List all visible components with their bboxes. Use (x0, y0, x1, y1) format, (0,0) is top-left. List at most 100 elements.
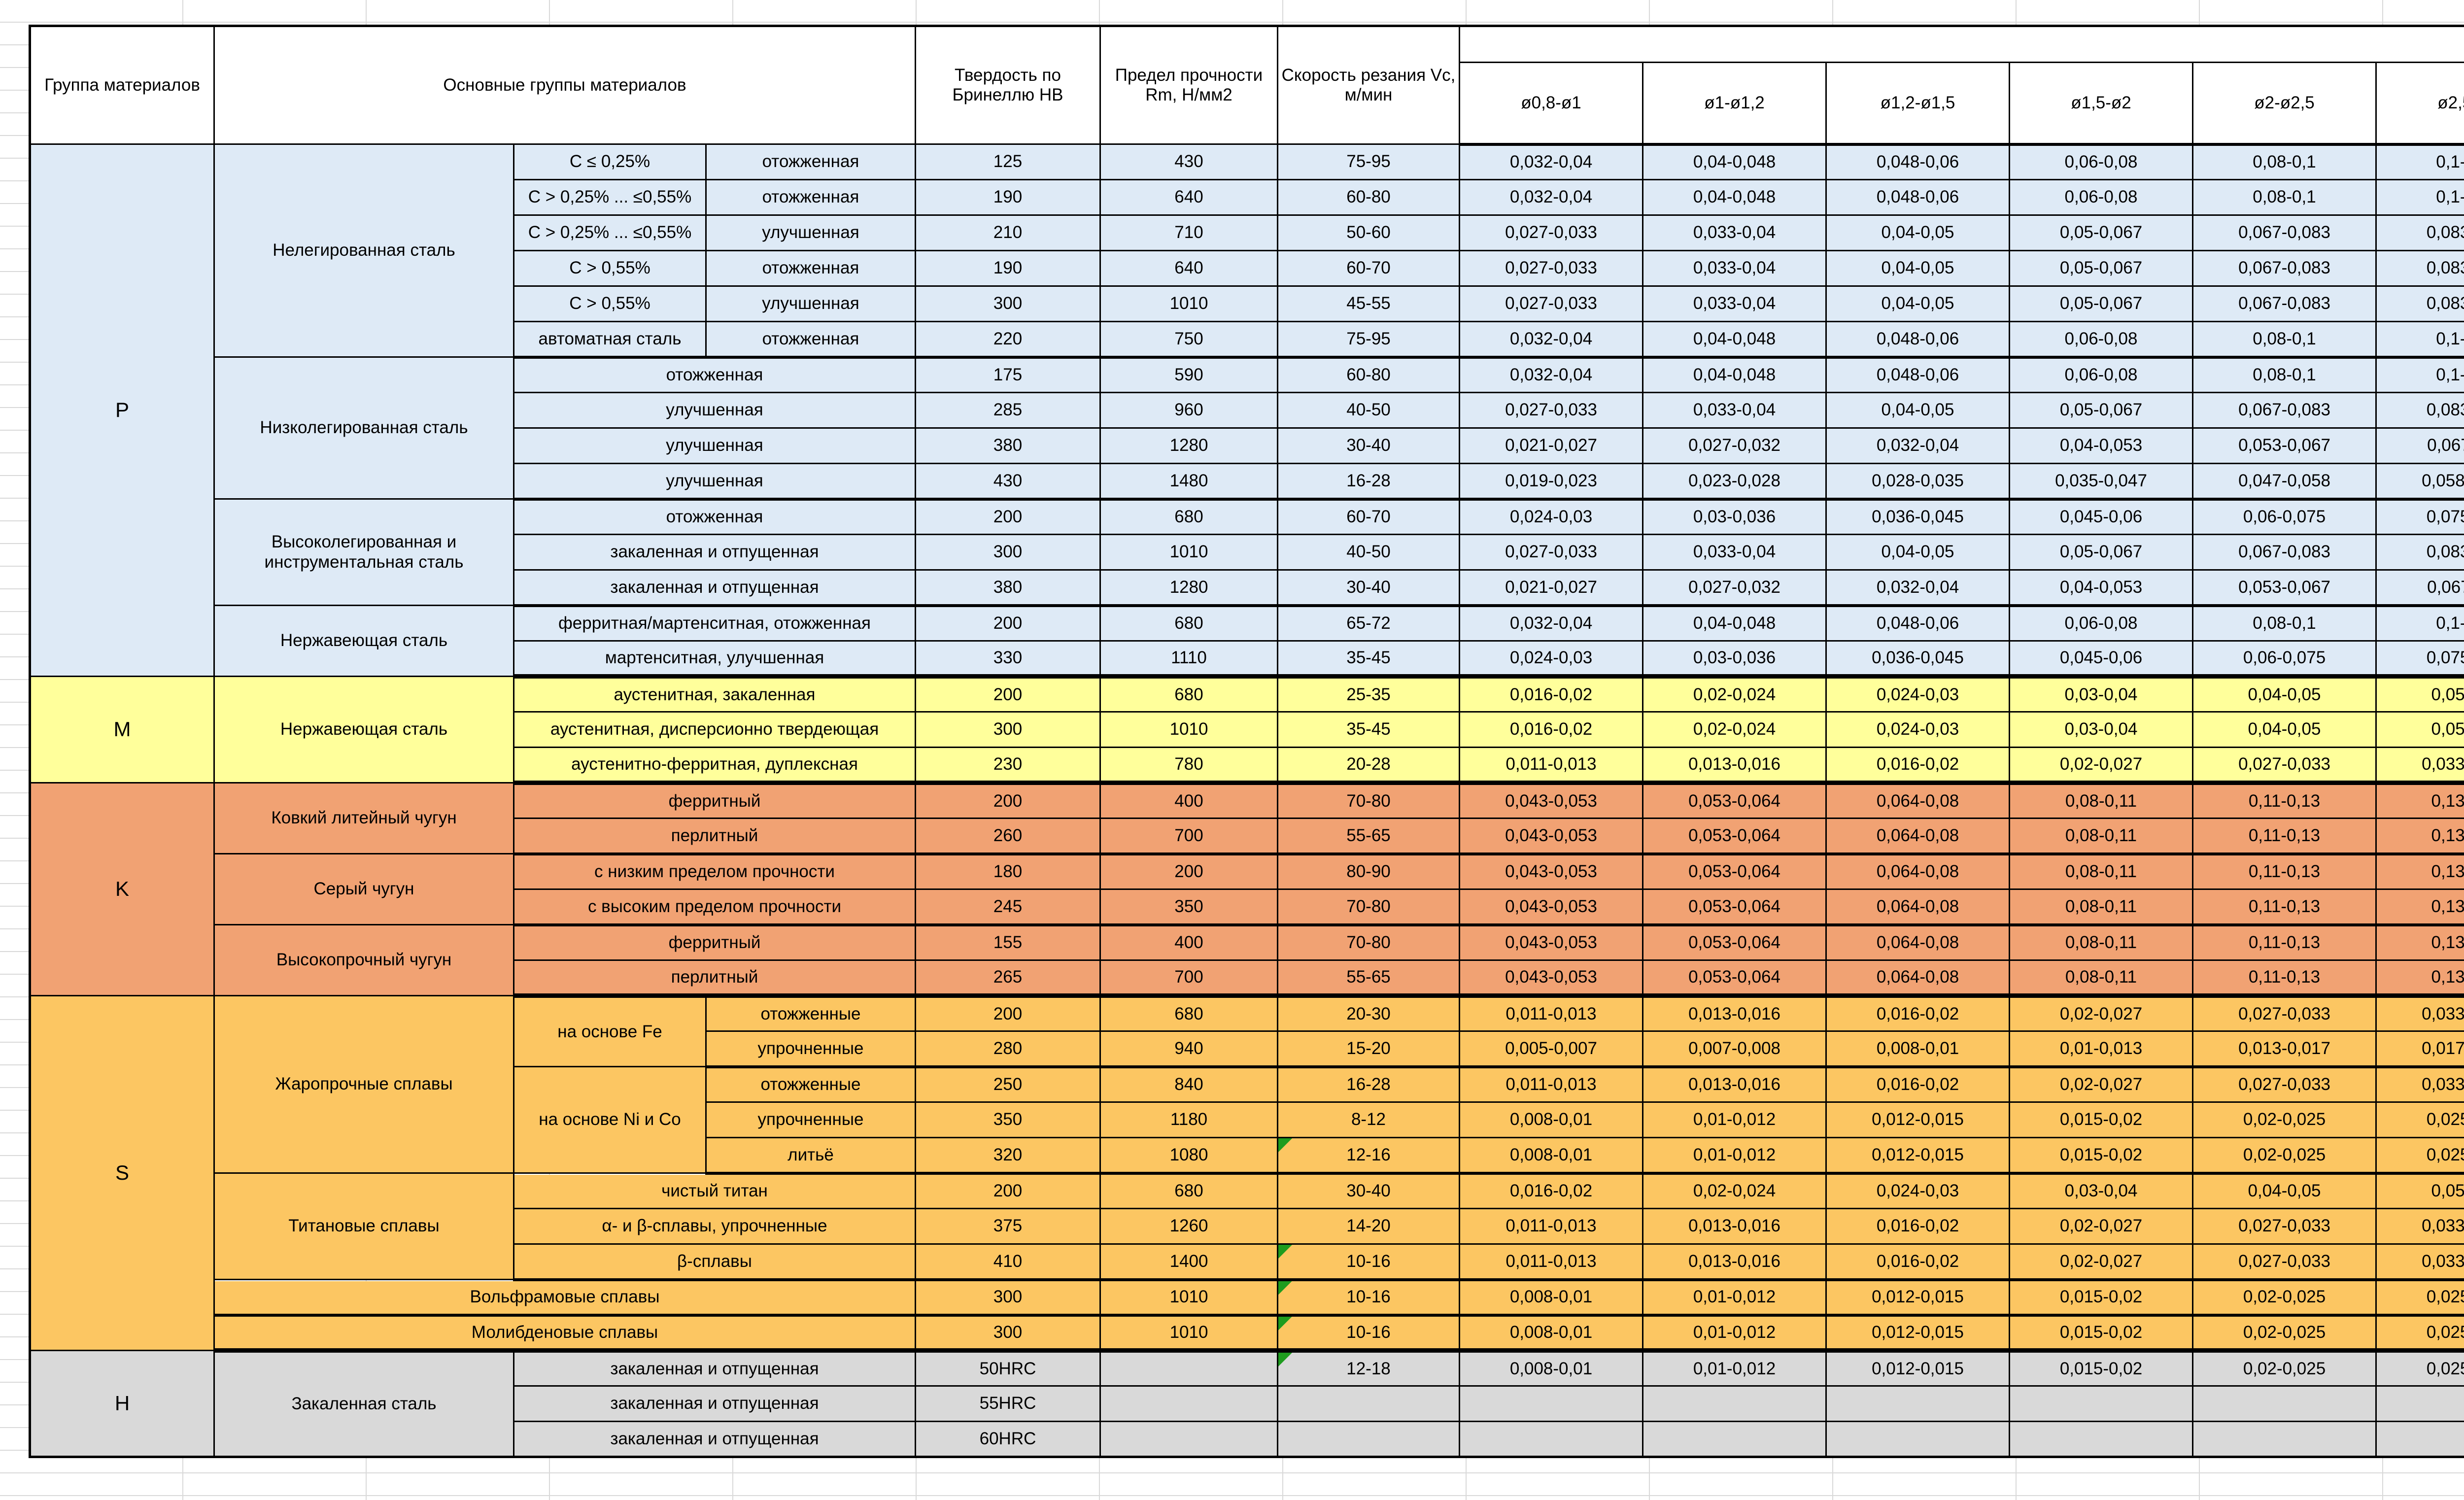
rm-cell[interactable]: 430 (1099, 143, 1278, 180)
rm-cell[interactable]: 640 (1099, 250, 1278, 287)
feed-value-cell[interactable]: 0,02-0,024 (1642, 1172, 1827, 1209)
feed-value-cell[interactable]: 0,016-0,02 (1459, 676, 1643, 713)
rm-cell[interactable]: 700 (1099, 959, 1278, 998)
feed-value-cell[interactable]: 0,04-0,048 (1642, 356, 1827, 393)
group-letter-cell[interactable]: K (29, 782, 215, 996)
feed-value-cell[interactable]: 0,1-0,16 (2375, 179, 2464, 216)
rm-cell[interactable]: 710 (1099, 214, 1278, 251)
state-cell[interactable]: с высоким пределом прочности (513, 888, 916, 926)
state-cell[interactable]: закаленная и отпущенная (513, 1421, 916, 1458)
feed-value-cell[interactable]: 0,027-0,033 (1459, 392, 1643, 429)
hb-cell[interactable]: 430 (915, 463, 1101, 501)
hb-cell[interactable]: 55HRC (915, 1385, 1101, 1422)
hb-cell[interactable]: 190 (915, 250, 1101, 287)
feed-value-cell[interactable]: 0,016-0,02 (1459, 711, 1643, 748)
feed-value-cell[interactable]: 0,04-0,05 (1825, 250, 2010, 287)
rm-cell[interactable]: 1010 (1099, 534, 1278, 571)
state-cell[interactable]: отожженная (513, 498, 916, 535)
feed-value-cell[interactable]: 0,13-0,21 (2375, 782, 2464, 819)
material-group-cell[interactable]: Ковкий литейный чугун (213, 782, 514, 854)
feed-value-cell[interactable]: 0,027-0,033 (1459, 285, 1643, 322)
state-cell[interactable]: закаленная и отпущенная (513, 534, 916, 571)
feed-value-cell[interactable]: 0,067-0,11 (2375, 427, 2464, 464)
column-header-group[interactable]: Группа материалов (29, 25, 215, 145)
column-header-diameter[interactable]: ø2,5-ø4 (2375, 62, 2464, 146)
vc-cell[interactable]: 70-80 (1277, 924, 1460, 961)
state-cell[interactable]: ферритный (513, 924, 916, 961)
feed-value-cell[interactable]: 0,04-0,048 (1642, 179, 1827, 216)
material-group-cell[interactable]: Закаленная сталь (213, 1350, 514, 1458)
material-group-cell[interactable]: Низколегированная сталь (213, 356, 514, 500)
hb-cell[interactable]: 210 (915, 214, 1101, 251)
feed-value-cell[interactable]: 0,024-0,03 (1825, 1172, 2010, 1209)
state-cell[interactable]: чистый титан (513, 1172, 916, 1209)
feed-value-cell[interactable]: 0,048-0,06 (1825, 143, 2010, 180)
feed-value-cell[interactable]: 0,05-0,067 (2009, 250, 2193, 287)
vc-cell[interactable]: 70-80 (1277, 782, 1460, 819)
subgroup-cell[interactable]: С > 0,25% ... ≤0,55% (513, 179, 707, 216)
feed-value-cell[interactable]: 0,019-0,023 (1459, 463, 1643, 501)
feed-value-cell[interactable]: 0,064-0,08 (1825, 924, 2010, 961)
feed-value-cell[interactable]: 0,067-0,083 (2192, 250, 2377, 287)
feed-value-cell[interactable]: 0,064-0,08 (1825, 782, 2010, 819)
feed-value-cell[interactable]: 0,11-0,13 (2192, 782, 2377, 819)
state-cell[interactable]: отожженные (705, 1066, 916, 1103)
rm-cell[interactable]: 400 (1099, 924, 1278, 961)
feed-value-cell[interactable]: 0,007-0,008 (1642, 1030, 1827, 1068)
feed-value-cell[interactable]: 0,067-0,083 (2192, 285, 2377, 322)
rm-cell[interactable]: 680 (1099, 995, 1278, 1032)
feed-value-cell[interactable]: 0,01-0,012 (1642, 1314, 1827, 1353)
feed-value-cell[interactable]: 0,04-0,05 (1825, 214, 2010, 251)
material-group-cell[interactable]: Высоколегированная и инструментальная ст… (213, 498, 514, 606)
feed-value-cell[interactable]: 0,012-0,015 (1825, 1137, 2010, 1175)
feed-value-cell[interactable]: 0,064-0,08 (1825, 818, 2010, 855)
rm-cell[interactable]: 780 (1099, 747, 1278, 785)
feed-value-cell[interactable]: 0,053-0,064 (1642, 888, 1827, 926)
rm-cell[interactable] (1099, 1421, 1278, 1458)
state-cell[interactable]: упрочненные (705, 1030, 916, 1068)
rm-cell[interactable]: 1010 (1099, 711, 1278, 748)
feed-value-cell[interactable]: 0,048-0,06 (1825, 356, 2010, 393)
feed-value-cell[interactable]: 0,04-0,053 (2009, 569, 2193, 607)
feed-value-cell[interactable]: 0,008-0,01 (1459, 1279, 1643, 1317)
feed-value-cell[interactable]: 0,06-0,08 (2009, 143, 2193, 180)
feed-value-cell[interactable]: 0,032-0,04 (1459, 321, 1643, 359)
state-cell[interactable]: перлитный (513, 818, 916, 855)
feed-value-cell[interactable]: 0,027-0,032 (1642, 427, 1827, 464)
feed-value-cell[interactable]: 0,04-0,05 (1825, 285, 2010, 322)
material-group-cell[interactable]: Нелегированная сталь (213, 143, 514, 358)
hb-cell[interactable]: 200 (915, 498, 1101, 535)
vc-cell[interactable]: 30-40 (1277, 569, 1460, 607)
feed-value-cell[interactable]: 0,043-0,053 (1459, 818, 1643, 855)
feed-value-cell[interactable]: 0,13-0,21 (2375, 853, 2464, 890)
hb-cell[interactable]: 250 (915, 1066, 1101, 1103)
rm-cell[interactable] (1099, 1385, 1278, 1422)
column-header-hardness[interactable]: Твердость по Бринеллю HB (915, 25, 1101, 145)
feed-value-cell[interactable] (1642, 1385, 1827, 1422)
feed-value-cell[interactable]: 0,04-0,05 (2192, 1172, 2377, 1209)
feed-value-cell[interactable]: 0,05-0,067 (2009, 392, 2193, 429)
feed-value-cell[interactable]: 0,036-0,045 (1825, 498, 2010, 535)
hb-cell[interactable]: 410 (915, 1243, 1101, 1281)
feed-value-cell[interactable]: 0,02-0,025 (2192, 1350, 2377, 1387)
feed-value-cell[interactable]: 0,043-0,053 (1459, 888, 1643, 926)
feed-value-cell[interactable]: 0,011-0,013 (1459, 747, 1643, 785)
feed-value-cell[interactable]: 0,05-0,067 (2009, 214, 2193, 251)
feed-value-cell[interactable]: 0,04-0,05 (2192, 711, 2377, 748)
vc-cell[interactable]: 55-65 (1277, 959, 1460, 998)
feed-value-cell[interactable]: 0,027-0,033 (1459, 534, 1643, 571)
feed-value-cell[interactable]: 0,036-0,045 (1825, 640, 2010, 679)
column-header-strength[interactable]: Предел прочности Rm, Н/мм2 (1099, 25, 1278, 145)
rm-cell[interactable]: 1010 (1099, 1279, 1278, 1317)
hb-cell[interactable]: 220 (915, 321, 1101, 359)
rm-cell[interactable]: 750 (1099, 321, 1278, 359)
rm-cell[interactable]: 1180 (1099, 1101, 1278, 1138)
rm-cell[interactable]: 680 (1099, 498, 1278, 535)
feed-value-cell[interactable]: 0,04-0,048 (1642, 605, 1827, 642)
rm-cell[interactable]: 590 (1099, 356, 1278, 393)
feed-value-cell[interactable]: 0,016-0,02 (1825, 1243, 2010, 1281)
state-cell[interactable]: перлитный (513, 959, 916, 998)
group-letter-cell[interactable]: M (29, 676, 215, 784)
feed-value-cell[interactable]: 0,053-0,064 (1642, 924, 1827, 961)
state-cell[interactable]: отожженная (705, 179, 916, 216)
